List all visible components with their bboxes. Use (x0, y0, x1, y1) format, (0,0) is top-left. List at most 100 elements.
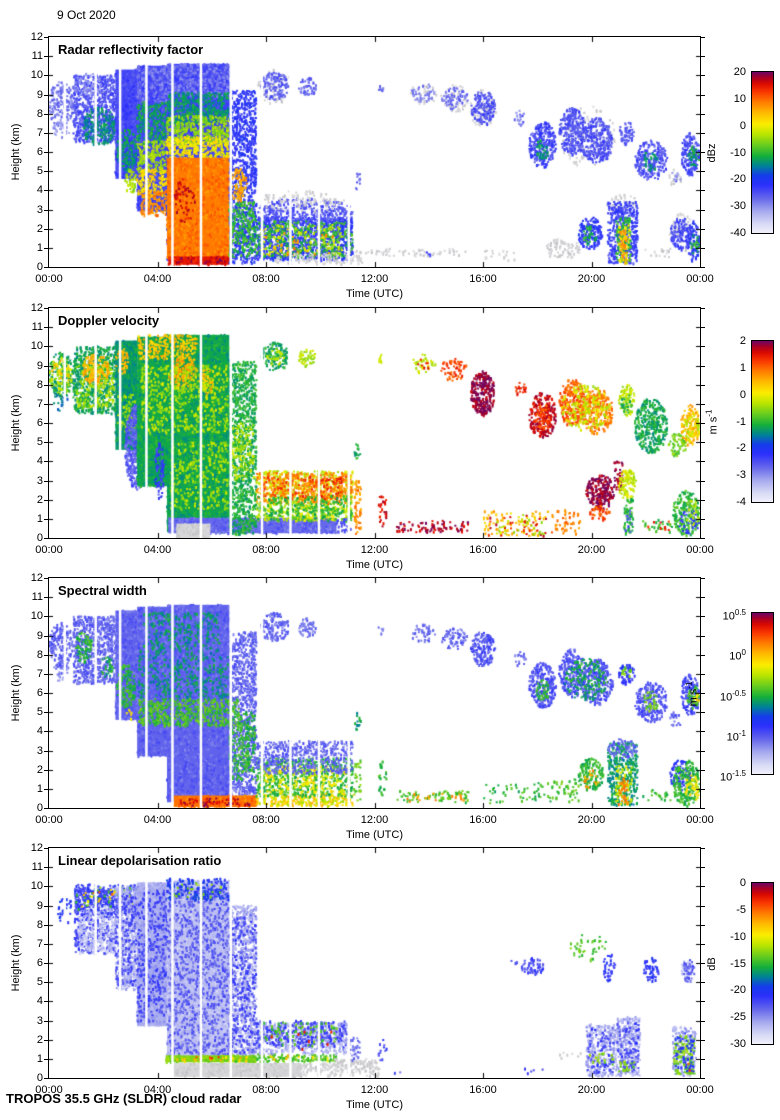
y-tick-mark (44, 925, 48, 926)
x-axis-label: Time (UTC) (345, 288, 404, 300)
colorbar-tick-label: 10-1.5 (719, 769, 746, 784)
y-tick-mark (44, 442, 48, 443)
x-tick-label: 04:00 (143, 273, 172, 285)
y-tick-mark (44, 404, 48, 405)
y-tick-mark (44, 982, 48, 983)
y-tick-mark (44, 636, 48, 637)
y-tick-mark (44, 616, 48, 617)
y-tick-mark (44, 519, 48, 520)
y-tick-label: 1 (36, 512, 43, 525)
x-tick-label: 00:00 (35, 273, 63, 285)
colorbar-tick-label: -5 (736, 903, 746, 916)
y-tick-mark-right (701, 636, 705, 637)
colorbar-tick-label: 0 (739, 388, 746, 401)
y-tick-label: 10 (30, 880, 43, 893)
y-tick-label: 11 (31, 50, 43, 63)
y-tick-label: 3 (36, 203, 43, 216)
y-tick-mark-right (701, 597, 705, 598)
y-tick-mark (44, 267, 48, 268)
y-tick-mark (44, 210, 48, 211)
y-tick-mark-right (701, 423, 705, 424)
x-tick-label: 16:00 (469, 1084, 497, 1096)
y-tick-label: 4 (36, 995, 43, 1008)
y-tick-mark-right (701, 712, 705, 713)
x-tick-label: 16:00 (469, 544, 497, 556)
colorbar-3 (752, 883, 773, 1044)
y-tick-mark-right (701, 1059, 705, 1060)
y-axis-label: Height (km) (10, 934, 22, 992)
x-tick-label: 12:00 (360, 273, 389, 285)
x-axis-label: Time (UTC) (345, 1099, 404, 1111)
colorbar-tick-label: -30 (730, 200, 746, 213)
y-tick-mark-right (701, 481, 705, 482)
y-tick-label: 3 (36, 474, 43, 487)
colorbar-tick-label: 2 (739, 335, 746, 347)
heatmap-canvas-3 (49, 848, 700, 1078)
colorbar-tick-label: -25 (730, 1011, 746, 1024)
y-tick-label: 4 (36, 455, 43, 468)
x-tick-label: 08:00 (252, 814, 280, 826)
y-tick-mark (44, 1059, 48, 1060)
y-tick-label: 5 (36, 165, 43, 178)
panel-title-reflectivity: Radar reflectivity factor (58, 42, 204, 57)
y-tick-mark (44, 538, 48, 539)
y-tick-label: 8 (36, 107, 43, 120)
y-tick-label: 11 (31, 861, 43, 874)
colorbar-unit-label: dBz (706, 143, 718, 162)
y-tick-mark-right (701, 944, 705, 945)
y-tick-mark-right (701, 346, 705, 347)
colorbar-1 (752, 341, 773, 502)
y-tick-mark (44, 95, 48, 96)
y-tick-mark-right (701, 1040, 705, 1041)
colorbar-tick-label: 100 (729, 648, 746, 663)
y-tick-label: 6 (36, 417, 43, 429)
y-tick-label: 7 (36, 937, 43, 950)
y-tick-mark-right (701, 190, 705, 191)
y-tick-mark (44, 1021, 48, 1022)
y-tick-mark (44, 848, 48, 849)
colorbar-tick-label: -1 (736, 415, 746, 428)
x-tick-label: 00:00 (35, 814, 63, 826)
y-tick-mark (44, 693, 48, 694)
y-tick-label: 6 (36, 146, 43, 158)
panel-title-ldr: Linear depolarisation ratio (58, 853, 222, 868)
y-tick-mark-right (701, 1021, 705, 1022)
y-tick-mark-right (701, 789, 705, 790)
y-tick-label: 7 (36, 126, 43, 139)
panel-title-spectral-width: Spectral width (58, 583, 147, 598)
y-tick-mark-right (701, 848, 705, 849)
heatmap-canvas-2 (49, 578, 700, 808)
y-tick-label: 3 (36, 744, 43, 757)
x-axis-label: Time (UTC) (345, 829, 404, 841)
y-tick-label: 2 (36, 1033, 43, 1046)
y-tick-label: 0 (36, 532, 43, 544)
panel-title-doppler-velocity: Doppler velocity (58, 313, 160, 328)
y-tick-mark-right (701, 616, 705, 617)
colorbar-tick-label: -20 (730, 984, 746, 997)
y-tick-mark (44, 423, 48, 424)
y-tick-mark (44, 308, 48, 309)
y-tick-label: 7 (36, 667, 43, 680)
y-tick-mark-right (701, 327, 705, 328)
y-tick-mark-right (701, 75, 705, 76)
y-tick-mark-right (701, 693, 705, 694)
x-tick-label: 20:00 (577, 273, 606, 285)
y-tick-mark-right (701, 808, 705, 809)
y-tick-label: 8 (36, 648, 43, 661)
y-tick-mark (44, 56, 48, 57)
date-label: 9 Oct 2020 (57, 8, 116, 22)
y-tick-mark-right (701, 308, 705, 309)
y-tick-mark (44, 789, 48, 790)
x-tick-label: 16:00 (469, 814, 497, 826)
y-tick-mark (44, 327, 48, 328)
y-tick-mark (44, 944, 48, 945)
y-tick-label: 2 (36, 222, 43, 235)
y-tick-mark (44, 597, 48, 598)
x-axis-label: Time (UTC) (345, 559, 404, 571)
y-axis-label: Height (km) (10, 664, 22, 722)
y-tick-label: 1 (36, 1052, 43, 1065)
y-tick-mark-right (701, 133, 705, 134)
y-tick-label: 12 (30, 842, 43, 854)
y-tick-mark (44, 385, 48, 386)
